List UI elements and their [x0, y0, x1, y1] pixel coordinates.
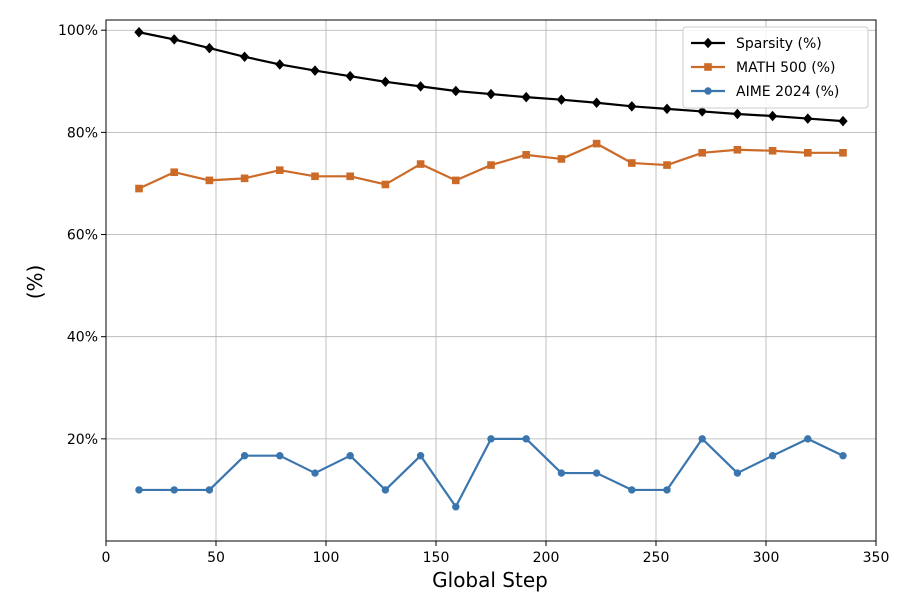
data-point	[452, 176, 460, 185]
data-point	[311, 172, 319, 181]
data-point	[346, 172, 354, 181]
x-tick-label: 250	[643, 550, 670, 566]
data-point	[486, 88, 496, 100]
data-point	[415, 81, 426, 92]
data-point	[704, 87, 712, 95]
axes	[105, 19, 877, 542]
data-point	[627, 101, 637, 112]
legend-item: Sparsity (%)	[691, 36, 822, 52]
data-point	[345, 70, 355, 82]
x-tick-label: 50	[207, 550, 225, 566]
data-point	[487, 435, 495, 443]
data-point	[205, 176, 214, 185]
data-point	[276, 166, 284, 174]
data-point	[275, 59, 285, 70]
data-point	[521, 91, 531, 103]
data-point	[416, 451, 425, 460]
data-point	[522, 435, 530, 443]
data-point	[768, 146, 777, 155]
plot-frame	[105, 19, 877, 542]
legend-label: AIME 2024 (%)	[736, 84, 839, 100]
data-point	[839, 149, 847, 157]
data-point	[591, 97, 602, 108]
data-point	[698, 435, 706, 443]
data-point	[556, 94, 567, 105]
x-axis-label: Global Step	[432, 568, 548, 592]
y-tick-label: 20%	[67, 432, 98, 448]
y-tick-label: 60%	[67, 228, 98, 244]
data-point	[135, 486, 143, 494]
data-point	[592, 469, 601, 477]
data-point	[733, 469, 742, 477]
x-tick-label: 200	[533, 550, 560, 566]
series-1	[135, 139, 847, 193]
data-point	[346, 451, 354, 460]
data-point	[663, 486, 671, 494]
data-point	[276, 451, 284, 460]
data-point	[310, 65, 320, 76]
series-layer	[134, 27, 848, 511]
x-tick-label: 350	[863, 550, 890, 566]
x-tick-label: 150	[423, 550, 450, 566]
y-tick-label: 100%	[58, 23, 98, 39]
data-point	[662, 103, 672, 115]
data-point	[663, 161, 671, 169]
series-2	[135, 435, 847, 511]
legend: Sparsity (%) MATH 500 (%) AIME 2024 (%)	[682, 26, 869, 109]
data-point	[240, 451, 249, 460]
data-point	[767, 110, 778, 122]
legend-label: Sparsity (%)	[736, 36, 822, 52]
series-0	[134, 27, 848, 127]
data-point	[628, 486, 636, 494]
data-point	[169, 34, 179, 45]
legend-label: MATH 500 (%)	[736, 60, 836, 76]
tick-layer: 0 50 100 150 200 250 300 350 20% 40% 60% 80% 100%	[58, 23, 889, 566]
data-point	[557, 155, 566, 163]
data-point	[804, 149, 812, 157]
data-point	[170, 168, 178, 177]
y-axis-label: (%)	[23, 265, 47, 300]
legend-box	[682, 26, 869, 109]
data-point	[452, 503, 460, 511]
data-point	[205, 486, 214, 494]
legend-item: AIME 2024 (%)	[691, 84, 839, 100]
y-tick-label: 40%	[67, 330, 98, 346]
data-point	[703, 37, 713, 49]
legend-item: MATH 500 (%)	[691, 60, 836, 76]
y-tick-label: 80%	[67, 125, 98, 141]
data-point	[697, 106, 707, 117]
data-point	[311, 469, 319, 477]
data-point	[381, 486, 390, 494]
data-point	[839, 451, 847, 460]
data-point	[838, 115, 848, 127]
x-tick-label: 100	[313, 550, 340, 566]
data-point	[239, 51, 250, 63]
data-point	[733, 145, 742, 154]
data-point	[240, 174, 249, 183]
data-point	[628, 159, 636, 167]
data-point	[698, 149, 707, 157]
data-point	[592, 139, 601, 148]
data-point	[804, 435, 812, 443]
data-point	[416, 160, 425, 168]
data-point	[803, 113, 813, 124]
data-point	[170, 486, 178, 494]
data-point	[704, 63, 712, 71]
data-point	[557, 469, 566, 477]
x-tick-label: 300	[753, 550, 780, 566]
data-point	[135, 184, 143, 193]
x-tick-label: 0	[102, 550, 111, 566]
data-point	[732, 108, 743, 120]
data-point	[204, 42, 215, 54]
data-point	[768, 451, 777, 460]
data-point	[451, 85, 461, 97]
data-point	[522, 151, 531, 159]
data-point	[380, 76, 391, 88]
data-point	[381, 180, 390, 189]
data-point	[487, 161, 495, 169]
data-point	[134, 27, 144, 38]
